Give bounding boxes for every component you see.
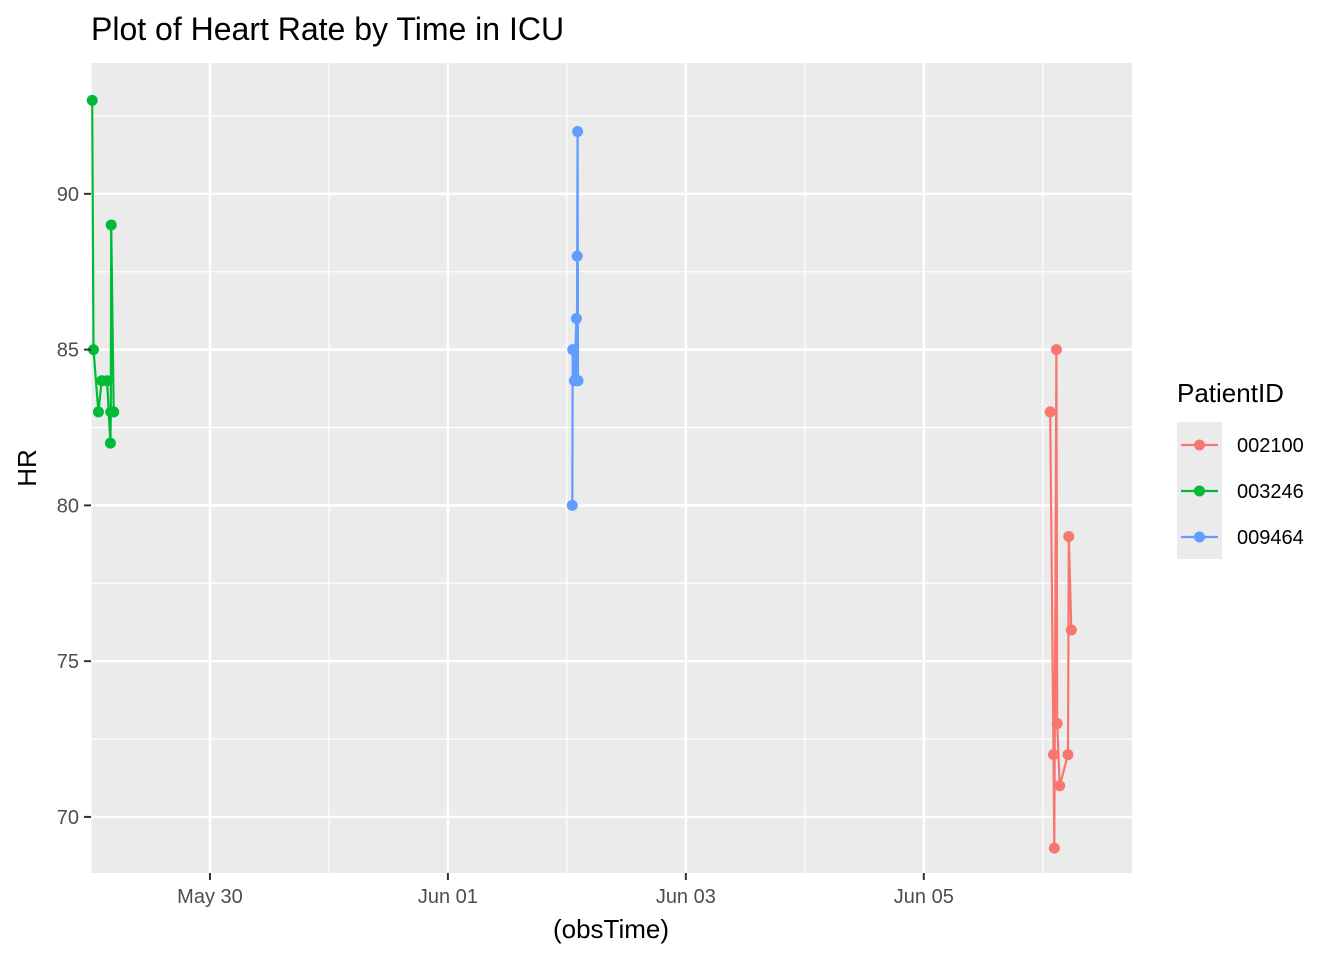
legend-label: 009464 [1237, 527, 1304, 549]
x-axis: May 30 Jun 01 Jun 03 Jun 05 [177, 873, 954, 908]
data-point [86, 94, 98, 106]
legend-item-009464: 009464 [1181, 527, 1304, 549]
data-point [567, 344, 579, 356]
legend-key-point [1194, 439, 1205, 451]
x-tick-label: Jun 03 [656, 886, 716, 908]
legend-label: 002100 [1237, 435, 1304, 457]
data-point [1051, 717, 1063, 729]
x-axis-title: (obsTime) [553, 914, 669, 944]
legend-key-point [1194, 485, 1205, 497]
series-003246 [86, 94, 120, 449]
series-009464 [566, 126, 584, 511]
x-tick-label: Jun 05 [894, 886, 954, 908]
legend: PatientID 002100 003246 009464 [1177, 378, 1304, 559]
legend-item-003246: 003246 [1181, 481, 1304, 503]
y-tick-label: 85 [57, 340, 79, 362]
data-point [1054, 780, 1066, 792]
legend-item-002100: 002100 [1181, 435, 1304, 457]
data-point [1062, 749, 1074, 761]
data-point [572, 126, 584, 138]
x-tick-label: May 30 [177, 886, 243, 908]
major-gridlines [91, 63, 1132, 873]
minor-gridlines [90, 63, 1132, 873]
chart-title: Plot of Heart Rate by Time in ICU [91, 11, 564, 47]
data-point [570, 312, 582, 324]
y-tick-label: 75 [57, 651, 79, 673]
data-point [1044, 406, 1056, 418]
legend-key-point [1194, 531, 1205, 543]
y-tick-label: 90 [57, 184, 79, 206]
data-point [92, 406, 104, 418]
series-layer [86, 94, 1077, 854]
data-point [566, 499, 578, 511]
data-point [87, 344, 99, 356]
x-tick-label: Jun 01 [418, 886, 478, 908]
data-point [108, 406, 120, 418]
y-tick-label: 70 [57, 807, 79, 829]
plot-panel [91, 63, 1132, 873]
data-point [101, 375, 113, 387]
data-point [571, 250, 583, 262]
y-tick-label: 80 [57, 495, 79, 517]
data-point [1048, 749, 1060, 761]
legend-title: PatientID [1177, 378, 1284, 408]
series-002100 [1044, 344, 1077, 854]
data-point [1065, 624, 1077, 636]
data-point [1063, 531, 1075, 543]
data-point [572, 375, 584, 387]
data-point [1050, 344, 1062, 356]
y-axis-title: HR [12, 449, 42, 487]
y-axis: 70 75 80 85 90 [57, 184, 91, 829]
data-point [105, 219, 117, 231]
data-point [1048, 842, 1060, 854]
data-point [104, 437, 116, 449]
legend-label: 003246 [1237, 481, 1304, 503]
